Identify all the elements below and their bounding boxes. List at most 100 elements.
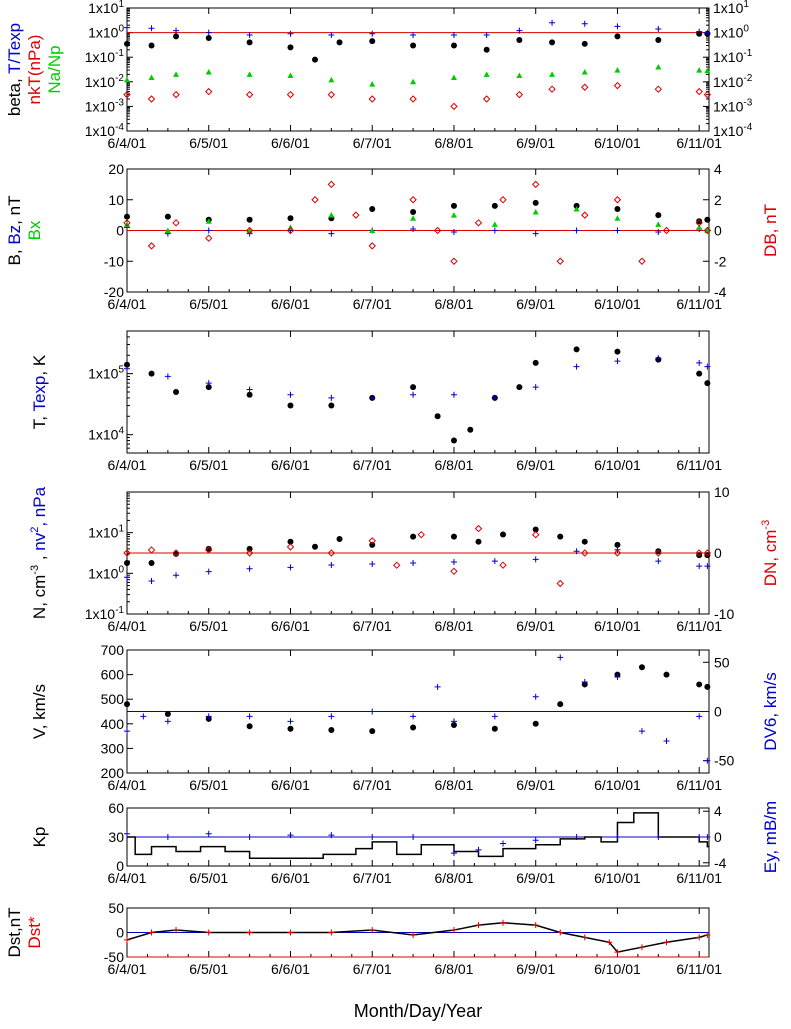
y2-tick-label: 2	[714, 192, 722, 208]
data-point	[614, 348, 621, 355]
data-point	[369, 834, 376, 840]
data-point	[696, 552, 703, 559]
data-point	[655, 548, 662, 555]
data-point	[205, 29, 212, 36]
data-point	[581, 20, 588, 27]
data-point	[491, 725, 498, 732]
y-axis-label-part-0: Kp	[30, 827, 49, 848]
y-tick-label: 1x10-4	[85, 122, 125, 139]
data-point	[500, 840, 507, 847]
data-point	[581, 934, 588, 941]
series-2	[124, 830, 711, 857]
x-tick-label: 6/8/01	[434, 870, 473, 886]
data-point	[516, 72, 523, 79]
series-line	[127, 812, 709, 860]
y-tick-label: 400	[101, 716, 125, 732]
data-point	[450, 391, 457, 398]
x-tick-label: 6/6/01	[271, 135, 310, 151]
data-point	[246, 386, 253, 393]
data-point	[467, 426, 474, 433]
data-point	[532, 384, 539, 391]
x-tick-label: 6/7/01	[353, 618, 392, 634]
data-point	[581, 538, 588, 545]
data-point	[205, 384, 212, 391]
panel-frame	[126, 7, 710, 132]
data-point	[614, 67, 621, 73]
data-point	[655, 558, 662, 565]
data-point	[450, 722, 457, 729]
x-tick-label: 6/8/01	[434, 296, 473, 312]
series-1	[124, 199, 711, 225]
x-tick-label: 6/5/01	[189, 457, 228, 473]
data-point	[124, 213, 130, 220]
y-tick-label-exponent: -3	[115, 97, 124, 108]
data-point	[287, 402, 294, 409]
data-point	[500, 919, 507, 926]
data-point	[246, 71, 253, 77]
data-point	[549, 39, 556, 46]
data-point	[704, 931, 711, 938]
data-point	[205, 69, 212, 75]
data-point	[173, 33, 180, 40]
y-tick-label: 0	[116, 223, 124, 239]
data-point	[573, 205, 580, 212]
series-2	[124, 654, 711, 764]
data-point	[614, 834, 621, 840]
data-point	[173, 71, 180, 77]
data-point	[164, 227, 171, 233]
y-tick-label: 20	[108, 161, 124, 177]
y-tick-label-right-base: 1x10	[713, 0, 744, 16]
y-tick-label-right-exponent: 1	[743, 0, 749, 10]
x-tick-label: 6/7/01	[353, 135, 392, 151]
data-point	[696, 359, 703, 366]
data-point	[696, 28, 703, 35]
y-axis-label: T, Texp, K	[30, 354, 49, 429]
y-axis-label-part-1: T/Texp	[5, 23, 24, 74]
x-tick-label: 6/4/01	[108, 296, 147, 312]
x-tick-label: 6/7/01	[353, 870, 392, 886]
y-tick-label-right-exponent: -2	[743, 73, 752, 84]
data-point	[245, 549, 254, 557]
y-axis-label: beta, T/Texp	[5, 23, 24, 116]
data-point	[654, 85, 663, 93]
data-point	[328, 402, 335, 409]
data-point	[124, 221, 130, 227]
x-tick-label: 6/9/01	[516, 961, 555, 977]
y-axis-label-right-part-0: DV6, km/s	[761, 672, 780, 750]
data-point	[450, 927, 457, 934]
y-axis-label-part-2: , nT	[5, 196, 24, 225]
data-point	[368, 537, 376, 545]
data-point	[410, 31, 417, 38]
y-tick-label-exponent: 4	[118, 426, 124, 437]
data-point	[696, 713, 703, 720]
x-tick-label: 6/9/01	[516, 777, 555, 793]
series-3	[124, 63, 711, 87]
data-point	[703, 226, 712, 235]
y-axis-label-part-1: Texp	[30, 376, 49, 412]
y-tick-label: 1x104	[88, 426, 124, 443]
data-point	[148, 577, 155, 584]
data-point	[474, 219, 483, 227]
x-tick-label: 6/9/01	[516, 618, 555, 634]
data-point	[410, 384, 417, 391]
data-point	[475, 846, 482, 853]
data-point	[311, 196, 319, 204]
y-tick-label-right: 1x10-3	[713, 97, 753, 114]
data-point	[124, 728, 130, 735]
data-point	[246, 216, 253, 223]
y-tick-label: 10	[108, 192, 124, 208]
y2-tick-label: 4	[714, 803, 722, 819]
y-tick-label: 600	[101, 667, 125, 683]
data-point	[123, 90, 131, 99]
data-point	[663, 738, 670, 745]
data-point	[450, 42, 457, 49]
data-point	[703, 549, 712, 557]
data-point	[483, 31, 490, 38]
data-point	[205, 545, 212, 552]
data-point	[515, 90, 524, 99]
data-point	[245, 90, 254, 99]
data-point	[246, 391, 253, 398]
data-point	[549, 19, 556, 26]
data-point	[556, 579, 564, 588]
